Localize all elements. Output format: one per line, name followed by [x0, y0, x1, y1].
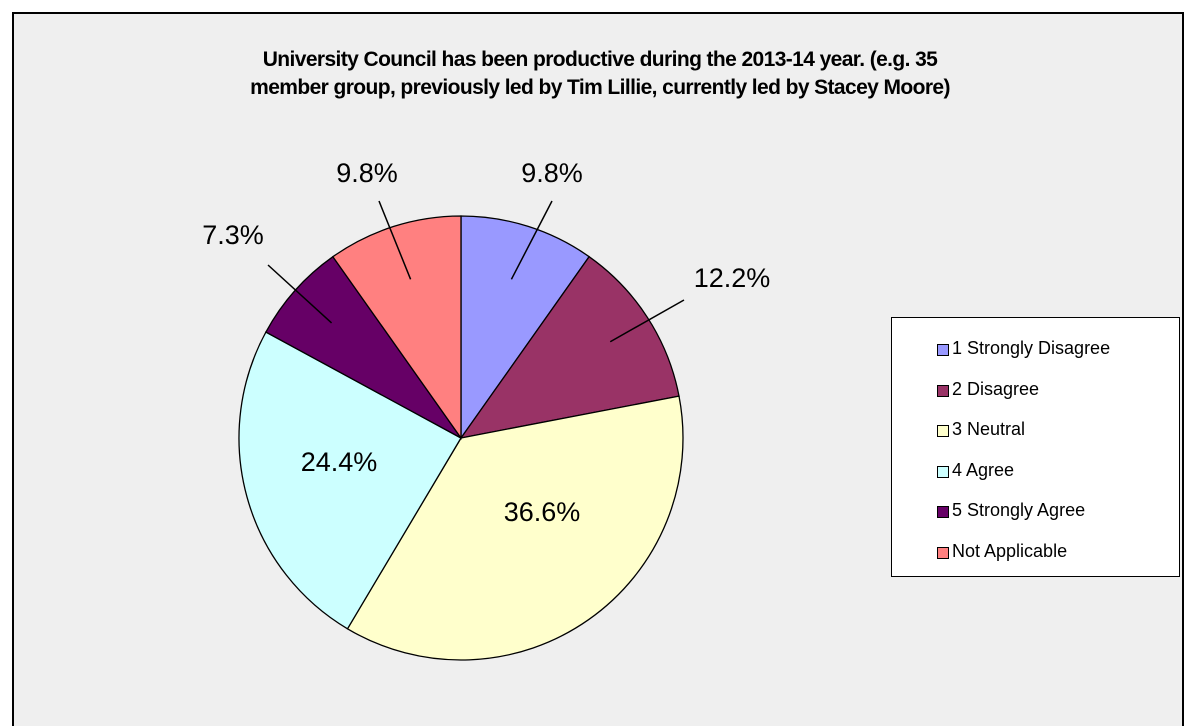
data-label-5-strongly-agree: 7.3%	[202, 220, 264, 250]
legend-label: 1 Strongly Disagree	[952, 338, 1111, 358]
legend-item-2-disagree: 2 Disagree	[892, 378, 1179, 422]
pie-chart: 9.8% 12.2% 36.6% 24.4% 7.3% 9.8%	[202, 158, 771, 661]
legend-swatch	[937, 425, 949, 438]
pie-slice-not-applicable	[331, 215, 462, 441]
legend-label: 5 Strongly Agree	[952, 500, 1086, 521]
chart-area: University Council has been productive d…	[12, 12, 1184, 726]
pie-slice-1-strongly-disagree	[460, 215, 591, 441]
pie-slice-3-neutral	[346, 395, 684, 661]
data-label-4-agree: 24.4%	[301, 447, 378, 477]
pie-slice-2-disagree	[459, 255, 680, 439]
leader-line-1-strongly-disagree	[510, 200, 553, 280]
data-label-1-strongly-disagree: 9.8%	[521, 158, 583, 188]
data-label-2-disagree: 12.2%	[694, 263, 771, 293]
legend-swatch	[937, 546, 949, 559]
legend-swatch	[937, 384, 949, 397]
leader-line-5-strongly-agree	[267, 264, 333, 324]
legend-item-1-strongly-disagree: 1 Strongly Disagree	[892, 338, 1179, 381]
legend: 1 Strongly Disagree 2 Disagree 3 Neutral 4 …	[891, 317, 1180, 577]
legend-label: 4 Agree	[952, 459, 1015, 480]
legend-label: Not Applicable	[952, 540, 1068, 561]
chart-title-line-2: member group, previously led by Tim Lill…	[250, 76, 950, 99]
legend-label: 2 Disagree	[952, 378, 1040, 399]
data-label-3-neutral: 36.6%	[504, 497, 581, 527]
legend-item-5-strongly-agree: 5 Strongly Agree	[892, 500, 1179, 543]
chart-title-line-1: University Council has been productive d…	[262, 48, 938, 71]
legend-item-3-neutral: 3 Neutral	[892, 419, 1179, 462]
legend-swatch	[937, 344, 949, 356]
chart-title: University Council has been productive d…	[14, 46, 1186, 102]
leader-line-2-disagree	[609, 299, 685, 343]
legend-item-not-applicable: Not Applicable	[892, 540, 1179, 584]
legend-label: 3 Neutral	[952, 419, 1026, 440]
legend-swatch	[937, 506, 949, 519]
legend-swatch	[937, 465, 949, 478]
pie-slice-4-agree	[238, 331, 462, 630]
leader-line-not-applicable	[378, 200, 412, 280]
legend-item-4-agree: 4 Agree	[892, 459, 1179, 503]
data-label-not-applicable: 9.8%	[336, 158, 398, 188]
